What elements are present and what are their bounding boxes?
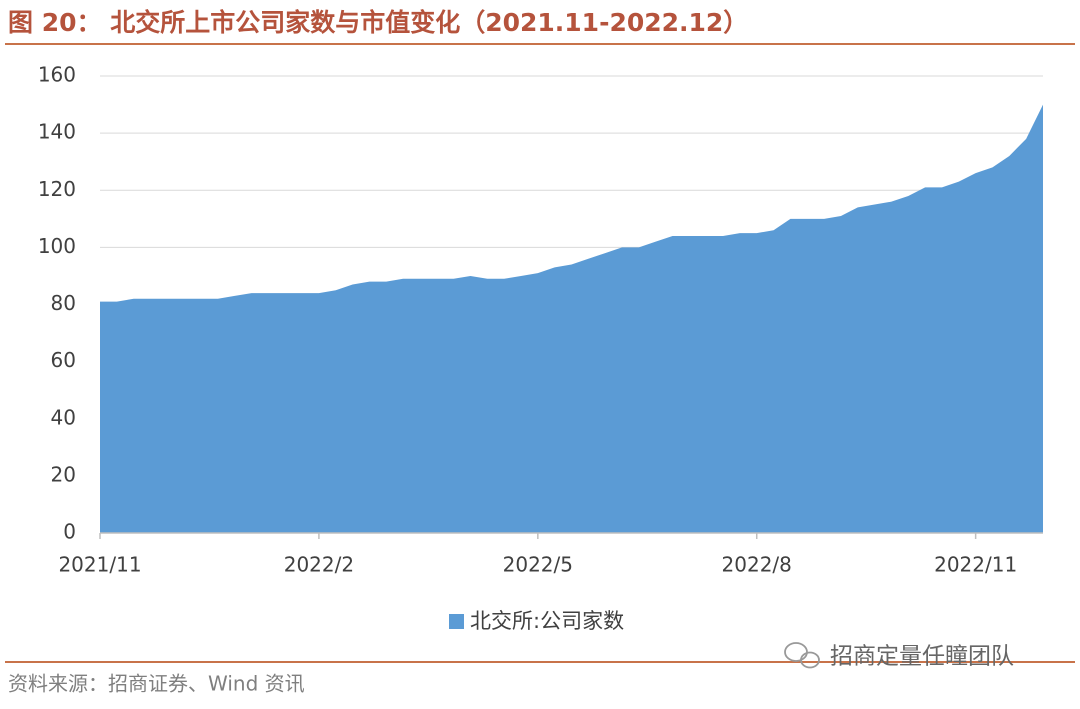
y-tick-label: 0	[63, 520, 76, 544]
wechat-icon	[784, 642, 820, 669]
x-tick-label: 2022/2	[284, 553, 354, 577]
x-tick-label: 2022/5	[503, 553, 573, 577]
y-tick-label: 140	[38, 120, 76, 144]
legend-swatch	[449, 614, 464, 629]
area	[100, 104, 1043, 533]
y-tick-label: 120	[38, 177, 76, 201]
y-tick-label: 40	[51, 405, 76, 429]
y-tick-label: 80	[51, 291, 76, 315]
legend-label: 北交所:公司家数	[470, 609, 624, 633]
x-tick-label: 2021/11	[58, 553, 141, 577]
y-tick-label: 160	[38, 63, 76, 87]
y-tick-label: 20	[51, 462, 76, 486]
figure-title: 图 20： 北交所上市公司家数与市值变化（2021.11-2022.12）	[8, 8, 748, 37]
y-tick-label: 100	[38, 234, 76, 258]
source-note: 资料来源：招商证券、Wind 资讯	[8, 672, 305, 696]
x-tick-label: 2022/11	[934, 553, 1017, 577]
x-tick-label: 2022/8	[722, 553, 792, 577]
watermark: 招商定量任瞳团队	[830, 644, 1014, 670]
y-tick-label: 60	[51, 348, 76, 372]
